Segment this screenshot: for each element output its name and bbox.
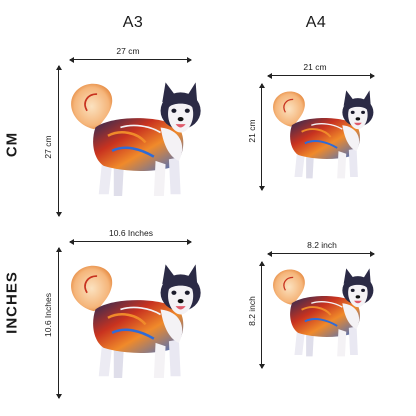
a4-in-height-line [258, 261, 265, 369]
husky-image-a4-cm [266, 80, 376, 190]
column-header-a4: A4 [305, 14, 327, 31]
a3-in-height-label: 10.6 Inches [43, 293, 53, 337]
a3-cm-height-label: 27 cm [43, 135, 53, 159]
husky-image-a3-cm [62, 64, 204, 216]
row-header-cm: CM [3, 131, 21, 158]
row-header-inches: INCHES [3, 271, 21, 334]
a3-in-width-line [69, 238, 192, 245]
a3-in-height-line [55, 247, 62, 399]
a4-cm-height-label: 21 cm [247, 119, 257, 143]
column-header-a3: A3 [122, 14, 144, 31]
a4-cm-height-line [258, 83, 265, 191]
a4-in-height-label: 8.2 inch [247, 296, 257, 326]
a4-cm-width-line [267, 72, 375, 79]
husky-image-a4-in [266, 258, 376, 368]
a3-cm-width-label: 27 cm [116, 46, 140, 56]
a4-cm-width-label: 21 cm [303, 62, 327, 72]
a3-in-width-label: 10.6 Inches [109, 228, 153, 238]
a4-in-width-label: 8.2 inch [307, 240, 337, 250]
a3-cm-height-line [55, 65, 62, 217]
a3-cm-width-line [69, 56, 192, 63]
a4-in-width-line [267, 250, 375, 257]
husky-image-a3-in [62, 246, 204, 398]
